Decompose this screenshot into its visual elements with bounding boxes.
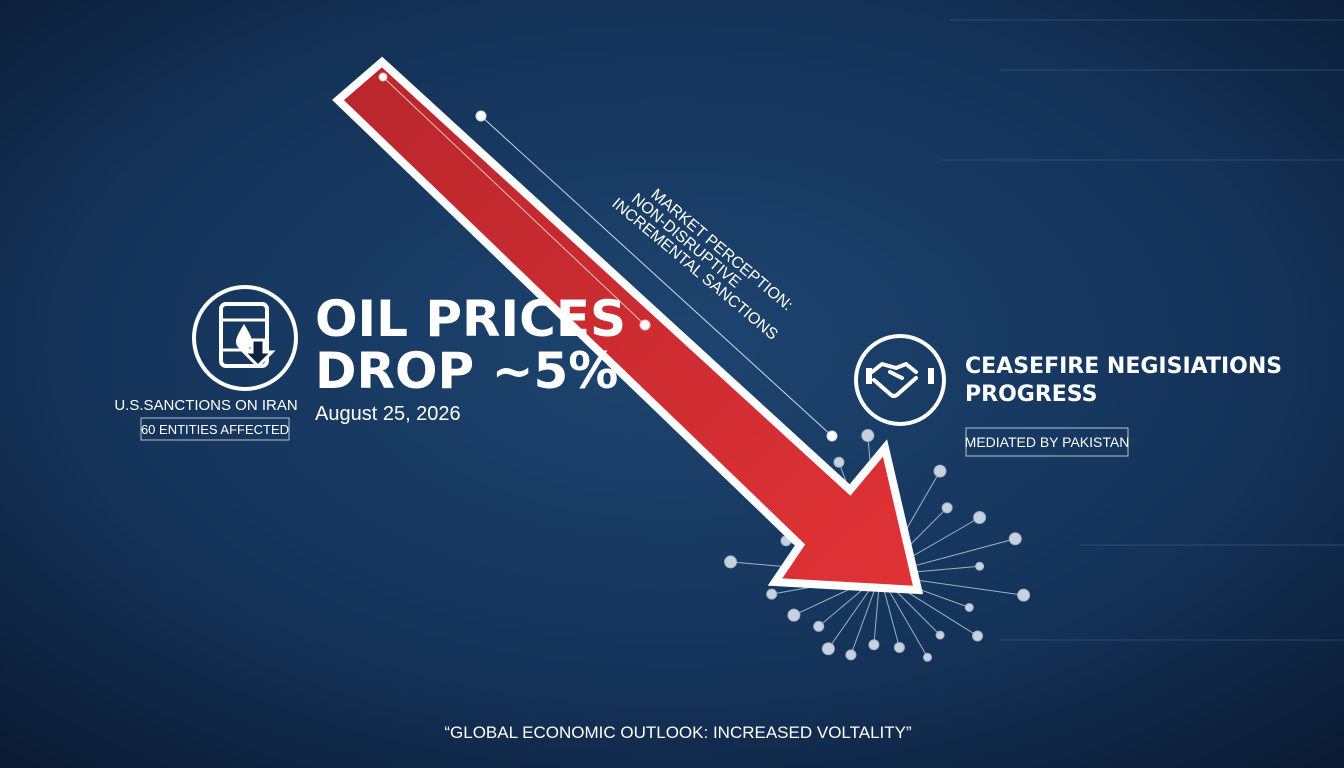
burst-dot	[813, 620, 825, 632]
headline-line1: OIL PRICES	[315, 290, 626, 348]
arrow-line	[378, 72, 651, 331]
burst-dot	[1008, 532, 1022, 546]
burst-dot	[821, 642, 835, 656]
burst-dot	[935, 630, 945, 640]
burst-dot	[724, 555, 738, 569]
decor-lines	[940, 19, 1344, 641]
burst-dot	[973, 511, 987, 524]
burst-dot	[964, 602, 974, 612]
burst-dot	[975, 561, 985, 571]
left-title: U.S.SANCTIONS ON IRAN	[114, 397, 297, 414]
burst-dot	[941, 502, 953, 514]
burst-dot	[933, 464, 947, 478]
headline-date: August 25, 2026	[315, 403, 461, 425]
burst-dot	[868, 639, 880, 651]
left-badge: 60 ENTITIES AFFECTED	[141, 422, 289, 437]
right-badge-box	[965, 427, 1129, 457]
right-line1: CEASEFIRE NEGISIATIONS	[965, 354, 1282, 379]
burst-dot	[766, 588, 778, 600]
burst-dot	[861, 429, 875, 443]
burst-dot	[972, 630, 984, 642]
footer-quote: “GLOBAL ECONOMIC OUTLOOK: INCREASED VOLT…	[444, 723, 912, 742]
burst-dot	[787, 608, 801, 622]
left-badge-box	[140, 417, 290, 441]
burst-dot	[833, 456, 845, 468]
right-line2: PROGRESS	[965, 382, 1098, 407]
annotation-connector	[475, 110, 838, 442]
burst-dot	[893, 641, 905, 653]
right-badge: MEDIATED BY PAKISTAN	[965, 434, 1130, 450]
handshake-icon	[854, 334, 946, 426]
down-arrow	[332, 56, 924, 595]
burst-dot	[1017, 588, 1031, 602]
headline-line2: DROP ~5%	[315, 342, 618, 400]
barrel-icon	[192, 285, 298, 391]
burst-dot	[923, 652, 932, 662]
burst-dot	[845, 649, 857, 661]
